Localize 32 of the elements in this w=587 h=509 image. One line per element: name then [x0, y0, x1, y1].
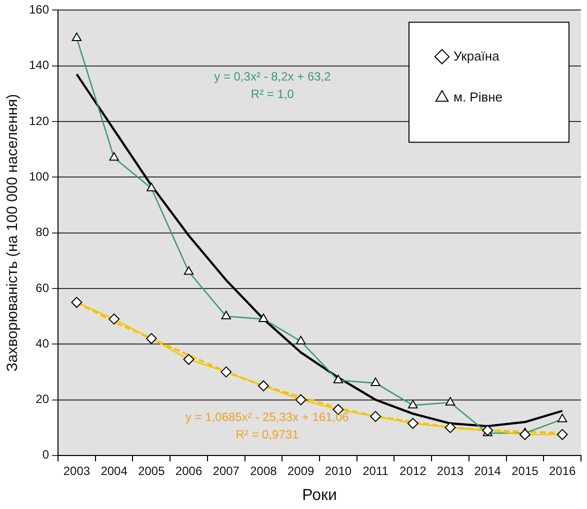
annotation: R² = 1,0 [250, 87, 294, 102]
y-tick-label: 120 [28, 114, 50, 128]
x-tick-label: 2016 [548, 464, 576, 478]
annotation: R² = 0,9731 [236, 428, 300, 442]
x-tick-label: 2009 [287, 464, 315, 478]
x-tick-label: 2012 [400, 464, 427, 478]
x-axis-title: Роки [302, 486, 337, 504]
y-tick-label: 40 [36, 336, 50, 350]
y-tick-label: 160 [28, 2, 50, 17]
y-tick-label: 60 [36, 280, 50, 295]
legend-label: Україна [454, 48, 500, 64]
x-tick-label: 2014 [474, 464, 502, 478]
x-tick-label: 2003 [63, 464, 90, 478]
annotation: y = 0,3x² - 8,2x + 63,2 [214, 69, 332, 84]
x-tick-label: 2007 [212, 464, 240, 478]
y-axis-title: Захворюваність (на 100 000 населення) [4, 94, 22, 372]
legend-label: м. Рівне [454, 89, 503, 104]
annotation: y = 1,0685x² - 25,33x + 161,06 [185, 410, 350, 424]
x-tick-label: 2008 [250, 464, 278, 478]
x-tick-label: 2004 [100, 464, 128, 478]
point [258, 314, 268, 322]
y-tick-label: 0 [42, 448, 50, 462]
y-tick-label: 100 [28, 169, 50, 184]
x-tick-label: 2015 [512, 464, 539, 478]
x-tick-label: 2011 [362, 464, 389, 478]
x-tick-label: 2006 [175, 464, 202, 478]
x-tick-label: 2010 [324, 464, 352, 478]
x-tick-label: 2013 [436, 464, 464, 478]
y-tick-label: 80 [36, 225, 50, 240]
y-tick-label: 20 [36, 392, 50, 406]
y-tick-label: 140 [28, 58, 50, 72]
x-tick-label: 2005 [138, 464, 166, 478]
